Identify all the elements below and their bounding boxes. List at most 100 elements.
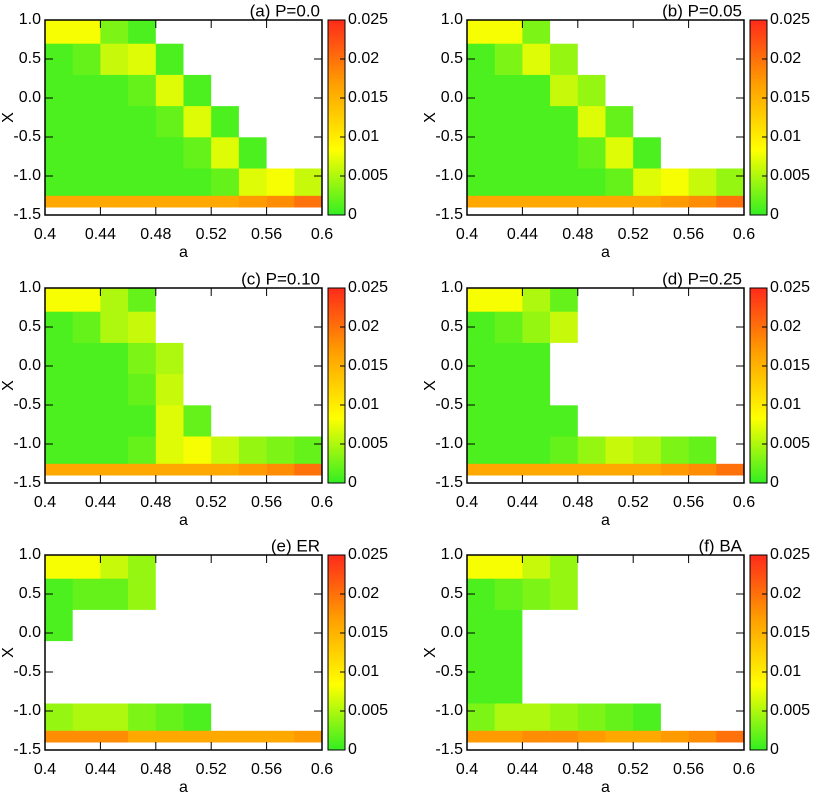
x-tick-label: 0.6 — [311, 494, 333, 511]
heatmap-cell — [688, 463, 717, 476]
heatmap-cell — [494, 640, 523, 673]
plot-frame — [44, 287, 323, 484]
heatmap-cell — [294, 20, 323, 44]
x-tick-label: 0.56 — [251, 226, 282, 243]
heatmap-cell — [716, 342, 745, 375]
heatmap-cell — [550, 405, 579, 437]
heatmap-cell — [605, 672, 634, 704]
heatmap-cell — [238, 463, 267, 476]
heatmap-cell — [183, 137, 212, 169]
heatmap-cell — [716, 609, 745, 642]
heatmap-cell — [100, 342, 129, 375]
y-tick-label: 0.5 — [19, 585, 41, 602]
heatmap-cell — [688, 672, 717, 704]
heatmap-cell — [45, 168, 73, 196]
heatmap-cell — [211, 373, 240, 406]
x-tick-label: 0.48 — [140, 494, 171, 511]
colorbar-tick-label: 0 — [348, 741, 357, 758]
heatmap-cell — [211, 311, 240, 343]
heatmap-cell — [467, 555, 495, 579]
colorbar — [749, 287, 768, 484]
heatmap-cell — [577, 578, 606, 610]
heatmap-cell — [72, 373, 101, 406]
heatmap-cell — [605, 195, 634, 208]
heatmap-cell — [266, 640, 295, 673]
heatmap-cell — [211, 555, 240, 579]
heatmap-cell — [522, 105, 551, 138]
heatmap-cell — [605, 137, 634, 169]
heatmap-cell — [238, 137, 267, 169]
heatmap-cell — [660, 730, 689, 743]
heatmap-cell — [467, 730, 495, 743]
heatmap-cell — [522, 672, 551, 704]
colorbar-tick-label: 0.02 — [348, 50, 379, 67]
colorbar-tick-label: 0.025 — [348, 546, 388, 563]
heatmap-cell — [716, 168, 745, 196]
heatmap-cell — [155, 672, 184, 704]
heatmap-cell — [716, 640, 745, 673]
heatmap-cell — [550, 373, 579, 406]
heatmap-cell — [522, 311, 551, 343]
heatmap-cell — [183, 555, 212, 579]
heatmap-cell — [266, 288, 295, 312]
colorbar-tick-label: 0.005 — [348, 702, 388, 719]
heatmap-cell — [688, 640, 717, 673]
y-tick-label: -1.0 — [435, 702, 463, 719]
heatmap-cell — [550, 640, 579, 673]
x-tick-label: 0.6 — [733, 226, 755, 243]
y-tick-label: 0.0 — [19, 357, 41, 374]
heatmap-cell — [100, 640, 129, 673]
heatmap-cell — [294, 288, 323, 312]
colorbar-tick-label: 0.02 — [348, 318, 379, 335]
heatmap-cell — [660, 43, 689, 75]
heatmap-cell — [72, 105, 101, 138]
heatmap-cell — [467, 405, 495, 437]
heatmap-cell — [72, 20, 101, 44]
heatmap-cell — [294, 555, 323, 579]
heatmap-cell — [238, 730, 267, 743]
heatmap-cell — [467, 640, 495, 673]
heatmap-cell — [688, 43, 717, 75]
colorbar — [327, 287, 346, 484]
heatmap-cell — [238, 342, 267, 375]
heatmap-cell — [467, 74, 495, 107]
heatmap-cell — [128, 105, 157, 138]
heatmap-cell — [155, 405, 184, 437]
heatmap-cell — [688, 373, 717, 406]
heatmap-cell — [100, 74, 129, 107]
heatmap-cell — [183, 168, 212, 196]
heatmap-cell — [688, 730, 717, 743]
y-tick-label: -1.0 — [13, 435, 41, 452]
heatmap-cell — [605, 288, 634, 312]
heatmap-cell — [266, 463, 295, 476]
heatmap-cell — [211, 703, 240, 731]
y-axis-label: X — [422, 112, 439, 123]
heatmap-cell — [494, 730, 523, 743]
heatmap-cell — [688, 168, 717, 196]
heatmap-cell — [494, 555, 523, 579]
heatmap-cell — [550, 168, 579, 196]
heatmap-cell — [183, 195, 212, 208]
heatmap-cell — [577, 373, 606, 406]
heatmap-cell — [128, 730, 157, 743]
heatmap-cell — [238, 74, 267, 107]
heatmap-cell — [688, 137, 717, 169]
heatmap-cell — [660, 672, 689, 704]
heatmap-cell — [467, 703, 495, 731]
heatmap-cell — [550, 195, 579, 208]
heatmap-cell — [716, 288, 745, 312]
heatmap-cell — [72, 555, 101, 579]
heatmap-cell — [494, 672, 523, 704]
heatmap-cell — [716, 105, 745, 138]
heatmap-cell — [688, 74, 717, 107]
heatmap-cell — [45, 609, 73, 642]
heatmap-cell — [128, 373, 157, 406]
y-tick-label: 0.0 — [441, 357, 463, 374]
y-tick-label: 1.0 — [19, 279, 41, 296]
heatmap-cell — [72, 311, 101, 343]
x-tick-label: 0.4 — [34, 226, 56, 243]
heatmap-cell — [577, 74, 606, 107]
heatmap-cell — [183, 288, 212, 312]
heatmap-cell — [577, 195, 606, 208]
heatmap-cell — [660, 342, 689, 375]
